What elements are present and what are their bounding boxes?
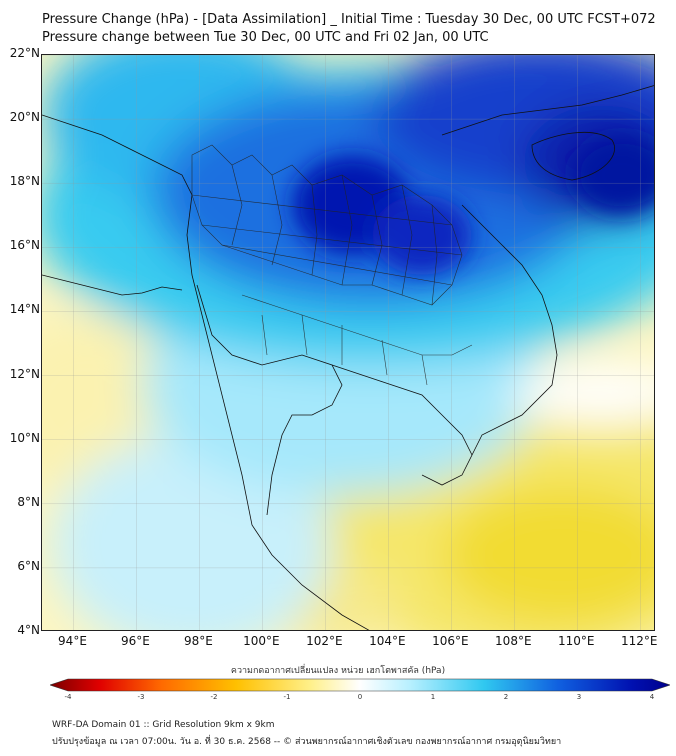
- colorbar-tick-label: -4: [64, 693, 72, 701]
- credit-line: ปรับปรุงข้อมูล ณ เวลา 07:00น. วัน อ. ที่…: [52, 737, 562, 747]
- lat-tick-label: 14°N: [9, 302, 40, 317]
- lat-tick-label: 6°N: [17, 558, 40, 573]
- colorbar-tick-label: 0: [357, 693, 363, 701]
- colorbar-tick-label: 1: [430, 693, 436, 701]
- map-canvas: [42, 55, 654, 630]
- colorbar-tick-label: 2: [503, 693, 509, 701]
- lon-tick-label: 102°E: [306, 634, 343, 648]
- colorbar-tick-label: 4: [649, 693, 655, 701]
- pressure-core: [292, 135, 654, 275]
- colorbar: [50, 678, 670, 692]
- gridlines: [42, 55, 654, 630]
- lat-tick-label: 10°N: [9, 430, 40, 445]
- lat-tick-label: 8°N: [17, 494, 40, 509]
- lat-tick-label: 4°N: [17, 623, 40, 637]
- lon-tick-label: 112°E: [621, 634, 658, 648]
- chart-title: Pressure Change (hPa) - [Data Assimilati…: [42, 12, 656, 27]
- lon-tick-label: 108°E: [495, 634, 532, 648]
- lon-tick-label: 98°E: [183, 634, 213, 648]
- colorbar-label: ความกดอากาศเปลี่ยนแปลง หน่วย เฮกโตพาสคัล…: [230, 666, 446, 676]
- lon-tick-label: 96°E: [121, 634, 150, 648]
- chart-subtitle: Pressure change between Tue 30 Dec, 00 U…: [42, 30, 489, 45]
- model-info: WRF-DA Domain 01 :: Grid Resolution 9km …: [52, 720, 275, 730]
- lat-tick-label: 16°N: [9, 238, 40, 253]
- lat-tick-label: 18°N: [9, 174, 40, 189]
- colorbar-tick-label: -1: [283, 693, 291, 701]
- colorbar-tick-label: -2: [210, 693, 218, 701]
- lat-tick-label: 22°N: [9, 46, 40, 60]
- province-borders: [191, 144, 473, 386]
- pressure-change-map: [41, 54, 655, 631]
- colorbar-tick-label: 3: [576, 693, 582, 701]
- lat-tick-label: 12°N: [9, 366, 40, 381]
- lon-tick-label: 104°E: [369, 634, 406, 648]
- lat-tick-label: 20°N: [9, 110, 40, 125]
- lon-tick-label: 100°E: [243, 634, 280, 648]
- coastlines: [42, 85, 654, 630]
- lon-tick-label: 106°E: [432, 634, 469, 648]
- lon-tick-label: 110°E: [558, 634, 595, 648]
- colorbar-tick-label: -3: [137, 693, 145, 701]
- lon-tick-label: 94°E: [58, 634, 87, 648]
